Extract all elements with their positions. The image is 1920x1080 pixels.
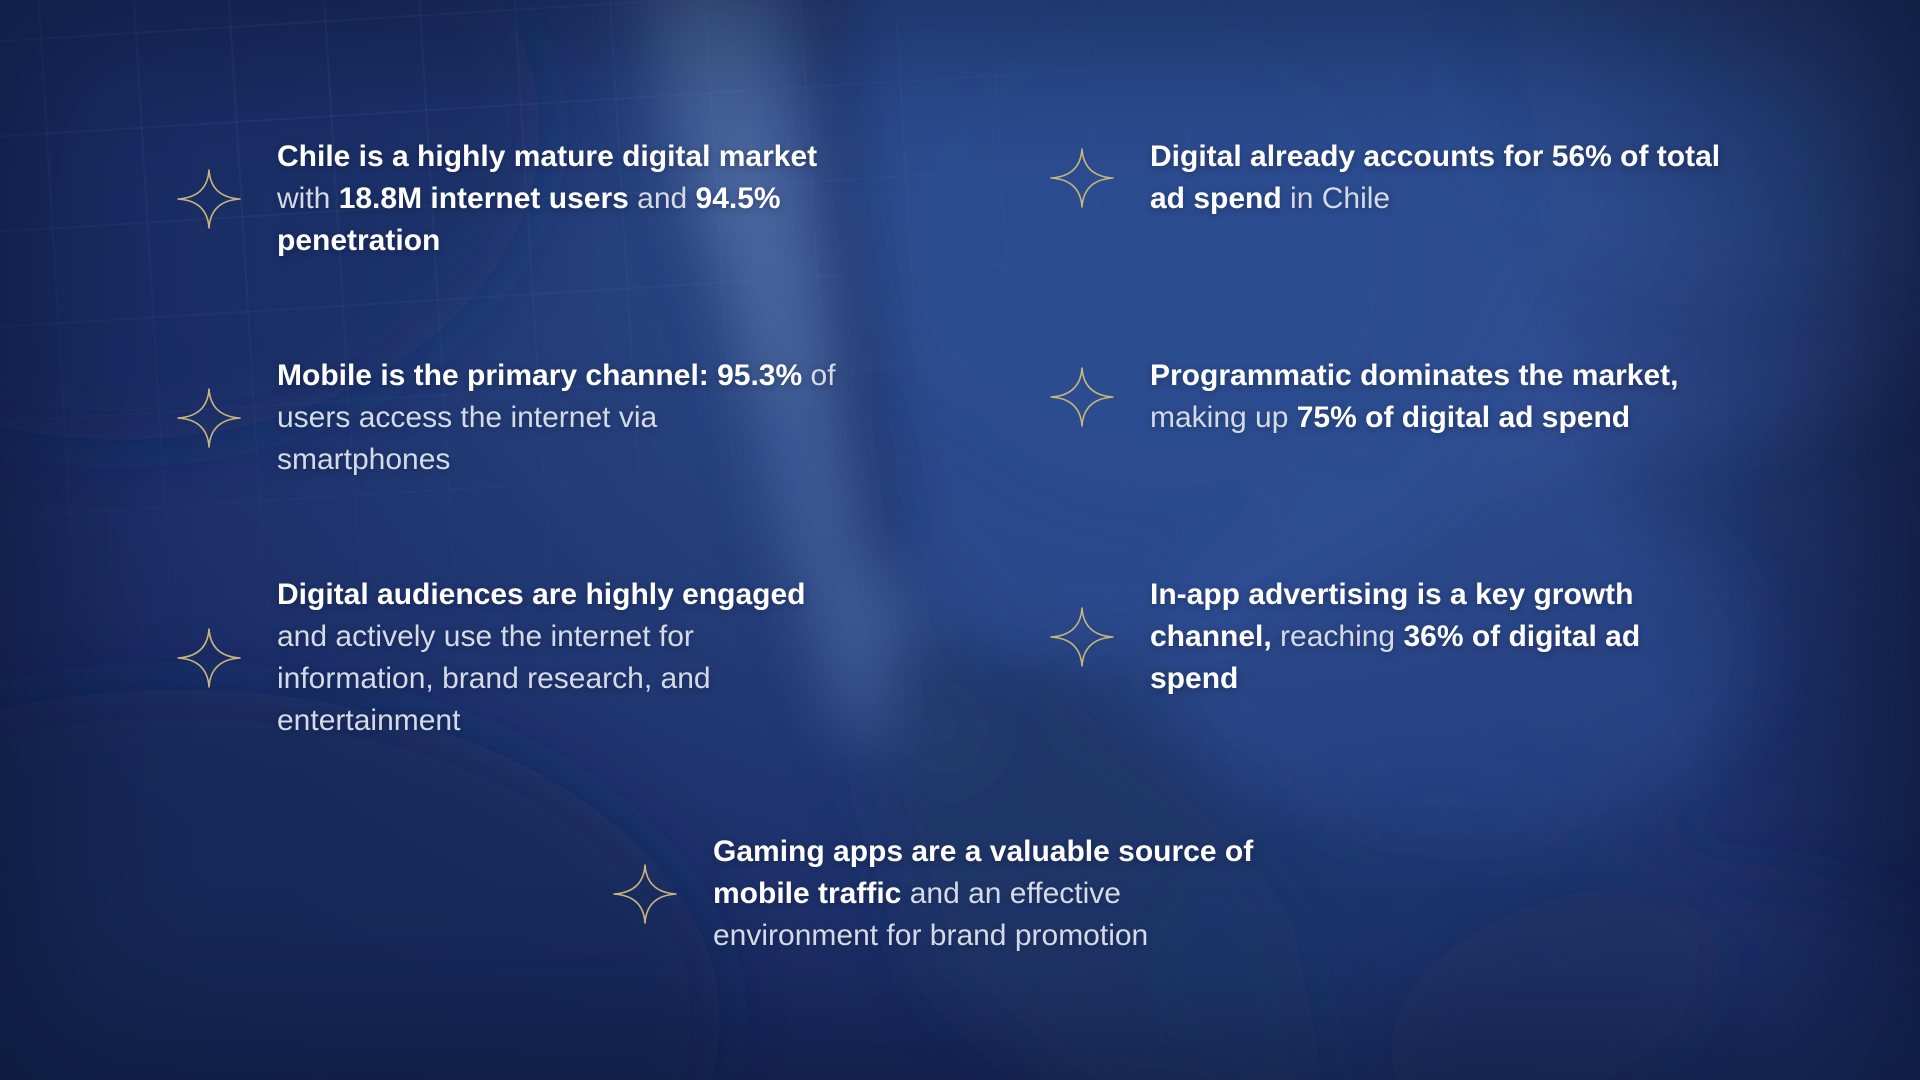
fact-text: Digital audiences are highly engaged and … xyxy=(277,578,806,737)
fact-text: Mobile is the primary channel: 95.3% of u… xyxy=(277,359,836,476)
fact-text: Programmatic dominates the market, making… xyxy=(1150,359,1679,434)
fact-item-mature-digital-market: Chile is a highly mature digital market w… xyxy=(177,136,817,262)
fact-text: Chile is a highly mature digital market w… xyxy=(277,140,818,257)
fact-item-engaged-audiences: Digital audiences are highly engaged and … xyxy=(177,574,805,742)
sparkle-icon xyxy=(177,628,241,688)
fact-text: In-app advertising is a key growth channe… xyxy=(1150,578,1641,695)
fact-item-programmatic-dominance: Programmatic dominates the market, making… xyxy=(1050,355,1679,439)
sparkle-icon xyxy=(177,388,241,448)
fact-item-gaming-apps: Gaming apps are a valuable source of mobi… xyxy=(613,831,1253,957)
fact-item-in-app-advertising: In-app advertising is a key growth channe… xyxy=(1050,574,1640,700)
fact-item-digital-ad-spend-share: Digital already accounts for 56% of tota… xyxy=(1050,136,1720,220)
sparkle-icon xyxy=(613,864,677,924)
fact-text: Gaming apps are a valuable source of mobi… xyxy=(713,835,1254,952)
sparkle-icon xyxy=(1050,607,1114,667)
sparkle-icon xyxy=(1050,148,1114,208)
sparkle-icon xyxy=(177,169,241,229)
sparkle-icon xyxy=(1050,367,1114,427)
fact-item-mobile-primary-channel: Mobile is the primary channel: 95.3% of u… xyxy=(177,355,836,481)
fact-text: Digital already accounts for 56% of tota… xyxy=(1150,140,1721,215)
